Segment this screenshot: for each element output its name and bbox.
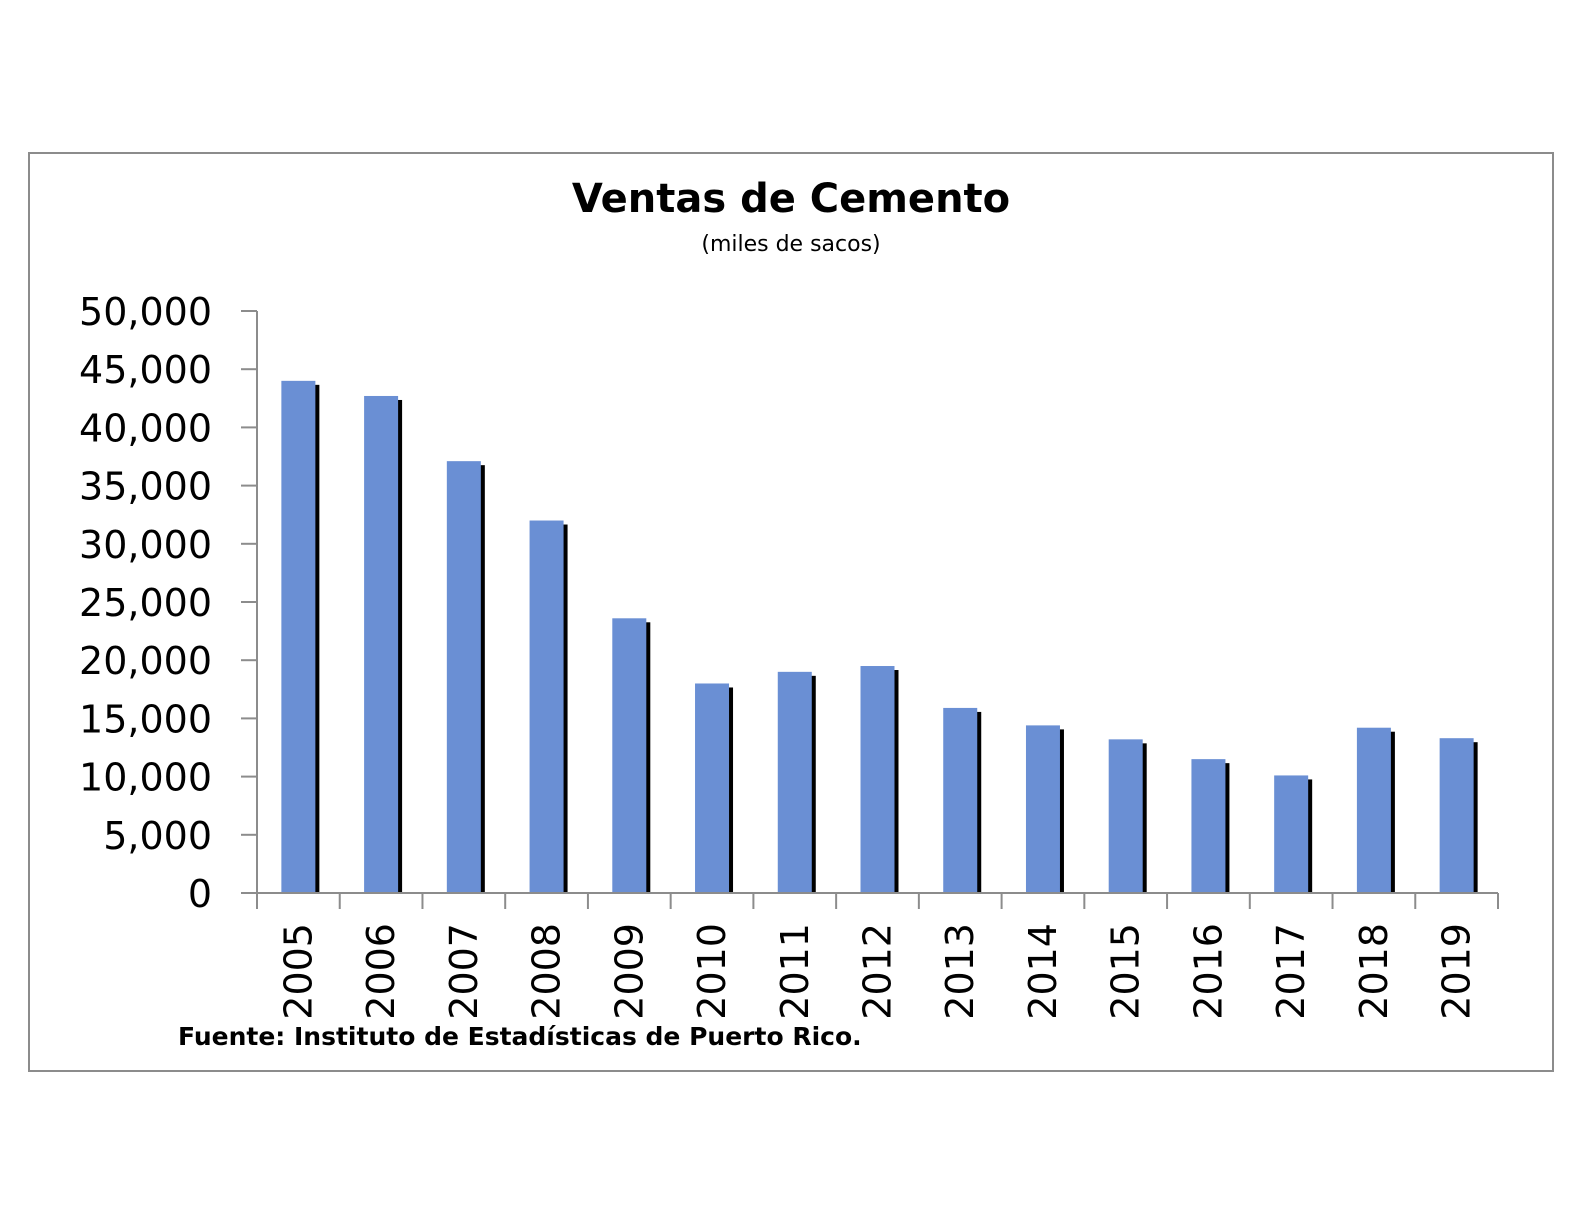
bar-2014 [1025,725,1060,893]
y-tick-label: 45,000 [79,348,212,392]
bar-2011 [777,671,812,893]
x-tick-label-2016: 2016 [1186,923,1230,1020]
y-tick-label: 25,000 [79,581,212,625]
x-tick-label-2008: 2008 [525,923,569,1020]
bar-2006 [364,395,399,893]
x-tick-label-2017: 2017 [1269,923,1313,1020]
bar-2015 [1108,739,1143,893]
x-tick-label-2018: 2018 [1352,923,1396,1020]
y-tick-label: 0 [188,872,212,916]
y-tick-label: 40,000 [79,406,212,450]
y-tick-label: 10,000 [79,756,212,800]
chart-source: Fuente: Instituto de Estadísticas de Pue… [178,1022,862,1051]
bar-2008 [529,520,564,893]
chart-subtitle: (miles de sacos) [701,232,881,257]
y-tick-label: 15,000 [79,697,212,741]
y-tick-label: 50,000 [79,290,212,334]
y-tick-label: 30,000 [79,523,212,567]
y-tick-label: 35,000 [79,465,212,509]
bars-layer [281,380,1478,894]
bar-2019 [1439,738,1474,893]
x-tick-label-2012: 2012 [856,923,900,1020]
x-tick-label-2007: 2007 [442,923,486,1020]
x-tick-label-2015: 2015 [1104,923,1148,1020]
x-tick-label-2006: 2006 [359,923,403,1020]
bar-2013 [943,707,978,893]
x-tick-label-2019: 2019 [1435,923,1479,1020]
bar-2010 [695,683,730,893]
labels-layer: 0 5,000 10,000 15,000 20,000 25,000 30,000 35,0… [79,290,1479,1020]
x-tick-label-2010: 2010 [690,923,734,1020]
x-tick-label-2014: 2014 [1021,923,1065,1020]
bar-2016 [1191,759,1226,893]
axes-layer [241,310,1499,909]
x-tick-label-2005: 2005 [276,923,320,1020]
bar-2005 [281,380,316,894]
bar-2012 [860,666,895,893]
chart-title: Ventas de Cemento [571,176,1011,222]
x-tick-label-2009: 2009 [607,923,651,1020]
bar-2007 [446,461,481,893]
bar-2018 [1356,727,1391,893]
bar-2009 [612,618,647,893]
y-tick-label: 5,000 [103,814,212,858]
bar-2017 [1274,775,1309,893]
x-tick-label-2013: 2013 [938,923,982,1020]
y-tick-label: 20,000 [79,639,212,683]
x-tick-label-2011: 2011 [773,923,817,1020]
